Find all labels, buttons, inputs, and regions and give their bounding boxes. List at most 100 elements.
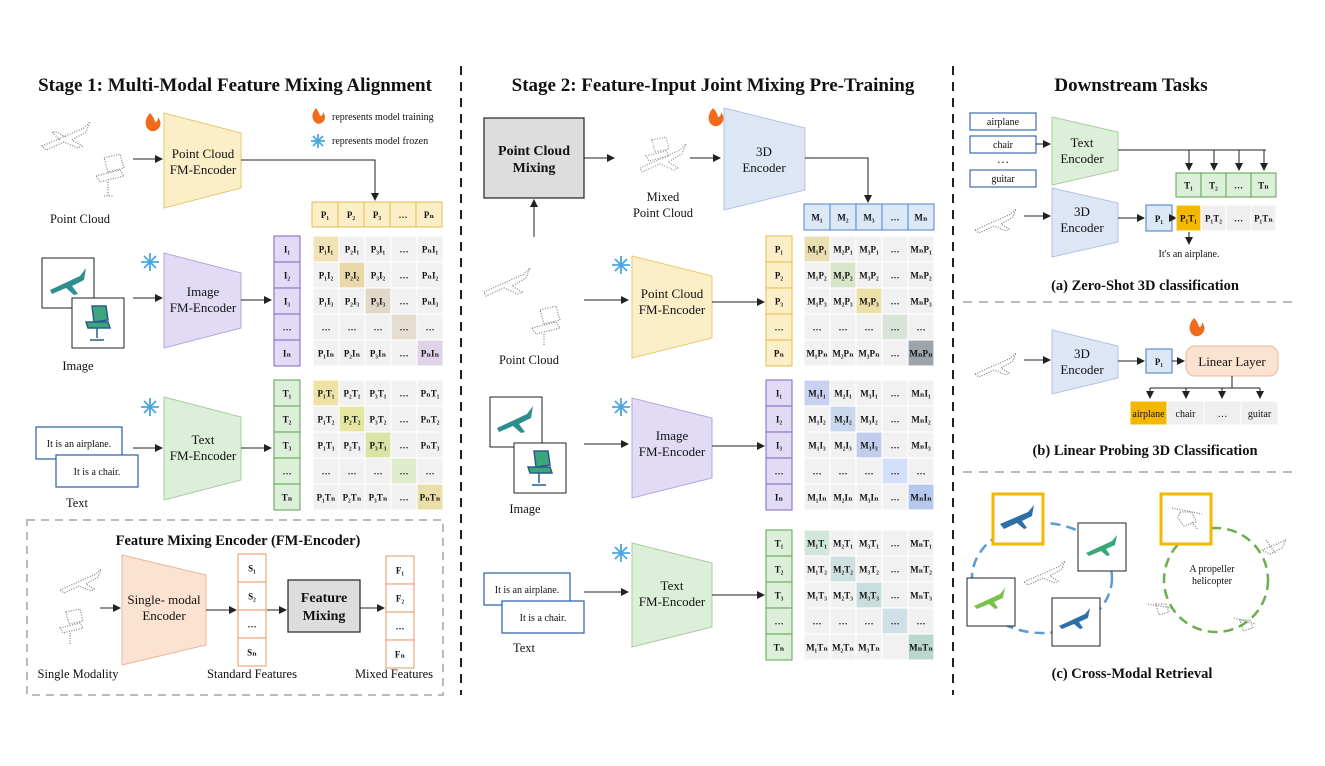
pi-cell-r4-c0: P₁Iₙ — [312, 339, 340, 367]
zs-label-3 — [969, 169, 1037, 188]
pc-encoder-line2: FM-Encoder — [170, 162, 237, 177]
s2-point-feature-column: P₁ P₂ P₃ … Pₙ — [765, 235, 793, 367]
linear-probe-connectors — [1146, 376, 1264, 399]
pt-cell-r3-c3-text: … — [400, 467, 409, 477]
pi-cell-r0-c4-text: PₙI₁ — [422, 245, 439, 255]
pt-cell-r3-c3: … — [390, 457, 418, 485]
legend-training: represents model training — [312, 108, 434, 124]
pt-cell-r0-c2: P₃T₁ — [364, 379, 392, 407]
zs-label-3-text: guitar — [991, 174, 1015, 185]
m-feature-1: M₂ — [829, 203, 857, 231]
mi-cell-r4-c4: MₙIₙ — [907, 483, 935, 511]
ds-t-feature-0: T₁ — [1175, 172, 1202, 198]
pt-cell-r4-c4-text: PₙTₙ — [420, 493, 441, 503]
mp-cell-r2-c3: … — [881, 287, 909, 315]
s2-i-feature-0: I₁ — [765, 379, 793, 407]
standard-feature-column: S₁ S₂ … Sₙ — [237, 553, 267, 667]
mi-cell-r1-c4-text: MₙI₂ — [911, 415, 931, 425]
pi-cell-r1-c4-text: PₙI₂ — [422, 271, 439, 281]
text-to-feature-connectors — [1118, 149, 1268, 171]
pi-cell-r0-c0: P₁I₁ — [312, 235, 340, 263]
pt-cell-r2-c0-text: P₁T₃ — [318, 441, 335, 451]
pt-cell-r1-c1-text: P₂T₂ — [344, 415, 361, 425]
pt-cell-r0-c1: P₂T₁ — [338, 379, 366, 407]
snowflake-icon — [612, 398, 630, 416]
helicopter-point-cloud — [1171, 507, 1203, 531]
snowflake-icon — [141, 398, 159, 416]
mp-cell-r3-c2-text: … — [865, 323, 874, 333]
airplane-image-icon — [497, 406, 533, 433]
f-feature-0: F₁ — [385, 555, 415, 585]
i-feature-2: I₃ — [273, 287, 301, 315]
f-feature-3-text: Fₙ — [395, 650, 405, 660]
mp-cell-r3-c1: … — [829, 313, 857, 341]
mt-cell-r1-c0: M₁T₂ — [803, 555, 831, 583]
i-feature-4: Iₙ — [273, 339, 301, 367]
mixed-image-similarity-matrix: M₁I₁ M₂I₁ M₃I₁ … MₙI₁ M₁I₂ M₂I₂ M₃I₂ … MₙI₂ M₁I₃ M₂… — [803, 379, 935, 511]
mi-cell-r2-c1-text: M₂I₃ — [834, 441, 852, 451]
legend-frozen-text: represents model frozen — [332, 136, 428, 147]
3d-encoder-line1: 3D — [756, 144, 772, 159]
s2-t-feature-1: T₂ — [765, 555, 793, 583]
p-feature-1: P₂ — [337, 201, 365, 228]
p-feature-0: P₁ — [311, 201, 339, 228]
pt-cell-r2-c2-text: P₃T₃ — [370, 441, 387, 451]
i-feature-2-text: I₃ — [284, 297, 291, 307]
pi-cell-r1-c4: PₙI₂ — [416, 261, 444, 289]
single-modality-label: Single Modality — [38, 667, 120, 681]
ds-t-feature-0-text: T₁ — [1184, 181, 1193, 191]
airplane-image-icon — [1059, 608, 1090, 629]
fire-icon — [708, 108, 724, 127]
airplane-point-cloud — [40, 121, 91, 151]
pt-cell-r0-c3-text: … — [400, 389, 409, 399]
mi-cell-r2-c2-text: M₃I₃ — [860, 441, 878, 451]
pt-cell-r1-c0: P₁T₂ — [312, 405, 340, 433]
s2-p-feature-0: P₁ — [765, 235, 793, 263]
mp-cell-r1-c3: … — [881, 261, 909, 289]
pi-cell-r4-c4-text: PₙIₙ — [421, 349, 440, 359]
pt-cell-r1-c0-text: P₁T₂ — [318, 415, 335, 425]
mi-cell-r3-c0: … — [803, 457, 831, 485]
s-feature-0-text: S₁ — [248, 564, 256, 574]
m-feature-1-text: M₂ — [837, 213, 848, 223]
i-feature-0-text: I₁ — [284, 245, 291, 255]
pt-cell-r3-c0-text: … — [322, 467, 331, 477]
i-feature-3: … — [273, 313, 301, 341]
s2-text-label: Text — [513, 641, 536, 655]
mt-cell-r0-c3-text: … — [891, 539, 900, 549]
text-encoder — [163, 396, 242, 501]
mt-cell-r3-c4: … — [907, 607, 935, 635]
mp-cell-r4-c2-text: M₃Pₙ — [858, 349, 880, 359]
pi-cell-r3-c1-text: … — [348, 323, 357, 333]
m-feature-2: M₃ — [855, 203, 883, 231]
mi-cell-r1-c0-text: M₁I₂ — [808, 415, 826, 425]
pt-cell-r2-c4: PₙT₃ — [416, 431, 444, 459]
pi-cell-r4-c4: PₙIₙ — [416, 339, 444, 367]
text-card-1 — [35, 426, 123, 460]
point-cloud-label: Point Cloud — [50, 212, 111, 226]
mp-cell-r3-c0: … — [803, 313, 831, 341]
ds-t-feature-3-text: Tₙ — [1258, 181, 1269, 191]
s-feature-2-text: … — [248, 620, 257, 630]
mi-cell-r4-c3-text: … — [891, 493, 900, 503]
s2-p-feature-3: … — [765, 313, 793, 341]
s2-i-feature-4: Iₙ — [765, 483, 793, 511]
s2-p-feature-2: P₃ — [765, 287, 793, 315]
pt-cell-r1-c2-text: P₃T₂ — [370, 415, 387, 425]
mt-cell-r4-c1-text: M₂Tₙ — [832, 643, 854, 653]
mt-cell-r3-c4-text: … — [917, 617, 926, 627]
pt-cell-r0-c4: PₙT₁ — [416, 379, 444, 407]
zs-label-ellipsis: … — [997, 152, 1010, 166]
i-feature-1: I₂ — [273, 261, 301, 289]
s2-pc-encoder-line2: FM-Encoder — [639, 302, 706, 317]
mt-cell-r2-c1: M₂T₃ — [829, 581, 857, 609]
airplane-image-icon — [974, 588, 1005, 609]
s2-txt-encoder-line2: FM-Encoder — [639, 594, 706, 609]
image-encoder — [163, 252, 242, 349]
lp-label-3: guitar — [1240, 400, 1279, 426]
ds-t-feature-1: T₂ — [1200, 172, 1227, 198]
mt-cell-r2-c2-text: M₃T₃ — [859, 591, 879, 601]
pt-cell-r3-c4-text: … — [426, 467, 435, 477]
mp-cell-r3-c3: … — [881, 313, 909, 341]
pi-cell-r1-c2: P₃I₂ — [364, 261, 392, 289]
